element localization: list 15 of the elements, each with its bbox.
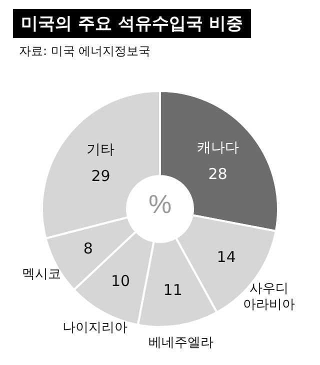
data-label: 28 — [208, 165, 228, 184]
slice-label: 멕시코 — [22, 267, 62, 282]
slice-label: 사우디 아라비아 — [243, 281, 296, 312]
data-label: 10 — [110, 272, 130, 290]
data-label: 8 — [83, 240, 93, 258]
slice-label: 나이지리아 — [62, 320, 128, 336]
chart-subtitle: 자료: 미국 에너지정보국 — [19, 43, 152, 60]
slice-label: 기타 — [86, 142, 115, 158]
slice-label: 캐나다 — [196, 140, 239, 156]
slice-label: 베네주엘라 — [148, 335, 214, 350]
text: % — [148, 189, 172, 219]
chart-title: 미국의 주요 석유수입국 비중 — [13, 9, 251, 38]
data-label: 29 — [91, 167, 110, 186]
data-label: 14 — [216, 248, 236, 266]
data-label: 11 — [163, 280, 182, 299]
